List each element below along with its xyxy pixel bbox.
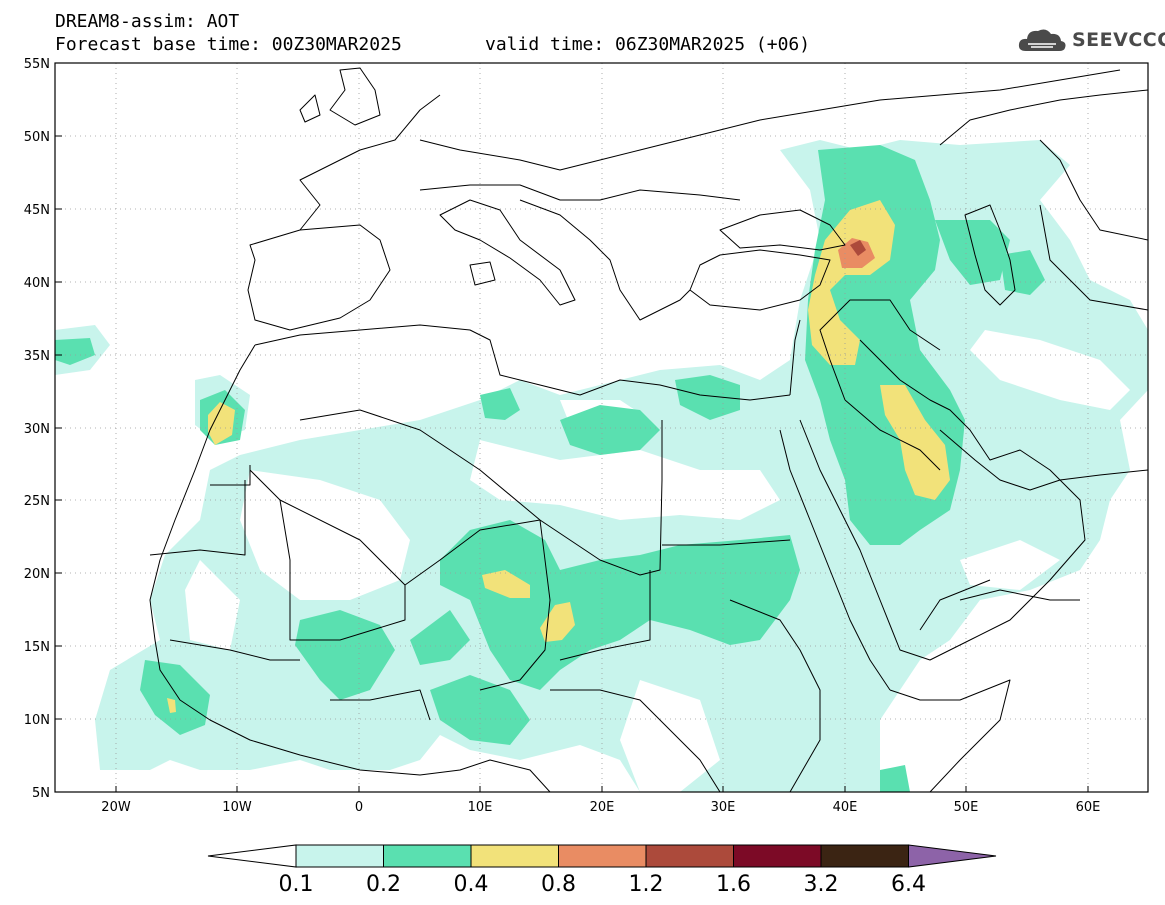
lon-label: 10E [468, 800, 493, 815]
colorbar-bin [295, 844, 384, 868]
valid-time: valid time: 06Z30MAR2025 (+06) [485, 34, 811, 55]
lon-label: 60E [1076, 800, 1101, 815]
colorbar-label: 1.2 [629, 872, 664, 897]
aot-field [55, 140, 1148, 792]
lat-label: 50N [24, 130, 50, 145]
colorbar-label: 1.6 [716, 872, 751, 897]
seevccc-logo: SEEVCCC [1016, 24, 1165, 56]
lon-label: 0 [355, 800, 363, 815]
logo-text: SEEVCCC [1072, 29, 1165, 51]
coastlines [149, 67, 1148, 792]
latitude-labels: 55N 50N 45N 40N 35N 30N 25N 20N 15N 10N … [24, 57, 50, 801]
colorbar-bin [645, 844, 734, 868]
lat-label: 5N [32, 786, 50, 801]
colorbar-label: 0.2 [366, 872, 401, 897]
lat-label: 45N [24, 203, 50, 218]
colorbar-label: 0.1 [279, 872, 314, 897]
colorbar-bin [470, 844, 559, 868]
colorbar-label: 0.4 [454, 872, 489, 897]
colorbar-right-arrow [908, 844, 997, 868]
lon-label: 50E [954, 800, 979, 815]
ticks [55, 62, 1089, 793]
lat-label: 15N [24, 640, 50, 655]
colorbar-label: 6.4 [891, 872, 926, 897]
lat-label: 35N [24, 349, 50, 364]
colorbar-label: 3.2 [804, 872, 839, 897]
longitude-labels: 20W 10W 0 10E 20E 30E 40E 50E 60E [101, 800, 1100, 815]
lon-label: 20W [101, 800, 131, 815]
lon-label: 30E [711, 800, 736, 815]
colorbar-bin [383, 844, 472, 868]
gridlines [55, 63, 1148, 792]
lat-label: 30N [24, 422, 50, 437]
cloud-icon [1018, 29, 1066, 51]
colorbar-left-arrow [207, 844, 297, 868]
lon-label: 10W [222, 800, 252, 815]
colorbar-bin [820, 844, 909, 868]
lat-label: 20N [24, 567, 50, 582]
colorbar [207, 844, 997, 868]
lon-label: 40E [833, 800, 858, 815]
colorbar-label: 0.8 [541, 872, 576, 897]
lat-label: 55N [24, 57, 50, 72]
colorbar-bin [733, 844, 822, 868]
colorbar-bin [558, 844, 647, 868]
lat-label: 25N [24, 494, 50, 509]
map-title: DREAM8-assim: AOT [55, 11, 240, 32]
lat-label: 10N [24, 713, 50, 728]
lon-label: 20E [590, 800, 615, 815]
lat-label: 40N [24, 276, 50, 291]
colorbar-labels: 0.1 0.2 0.4 0.8 1.2 1.6 3.2 6.4 [279, 872, 927, 897]
forecast-base-time: Forecast base time: 00Z30MAR2025 [55, 34, 402, 55]
